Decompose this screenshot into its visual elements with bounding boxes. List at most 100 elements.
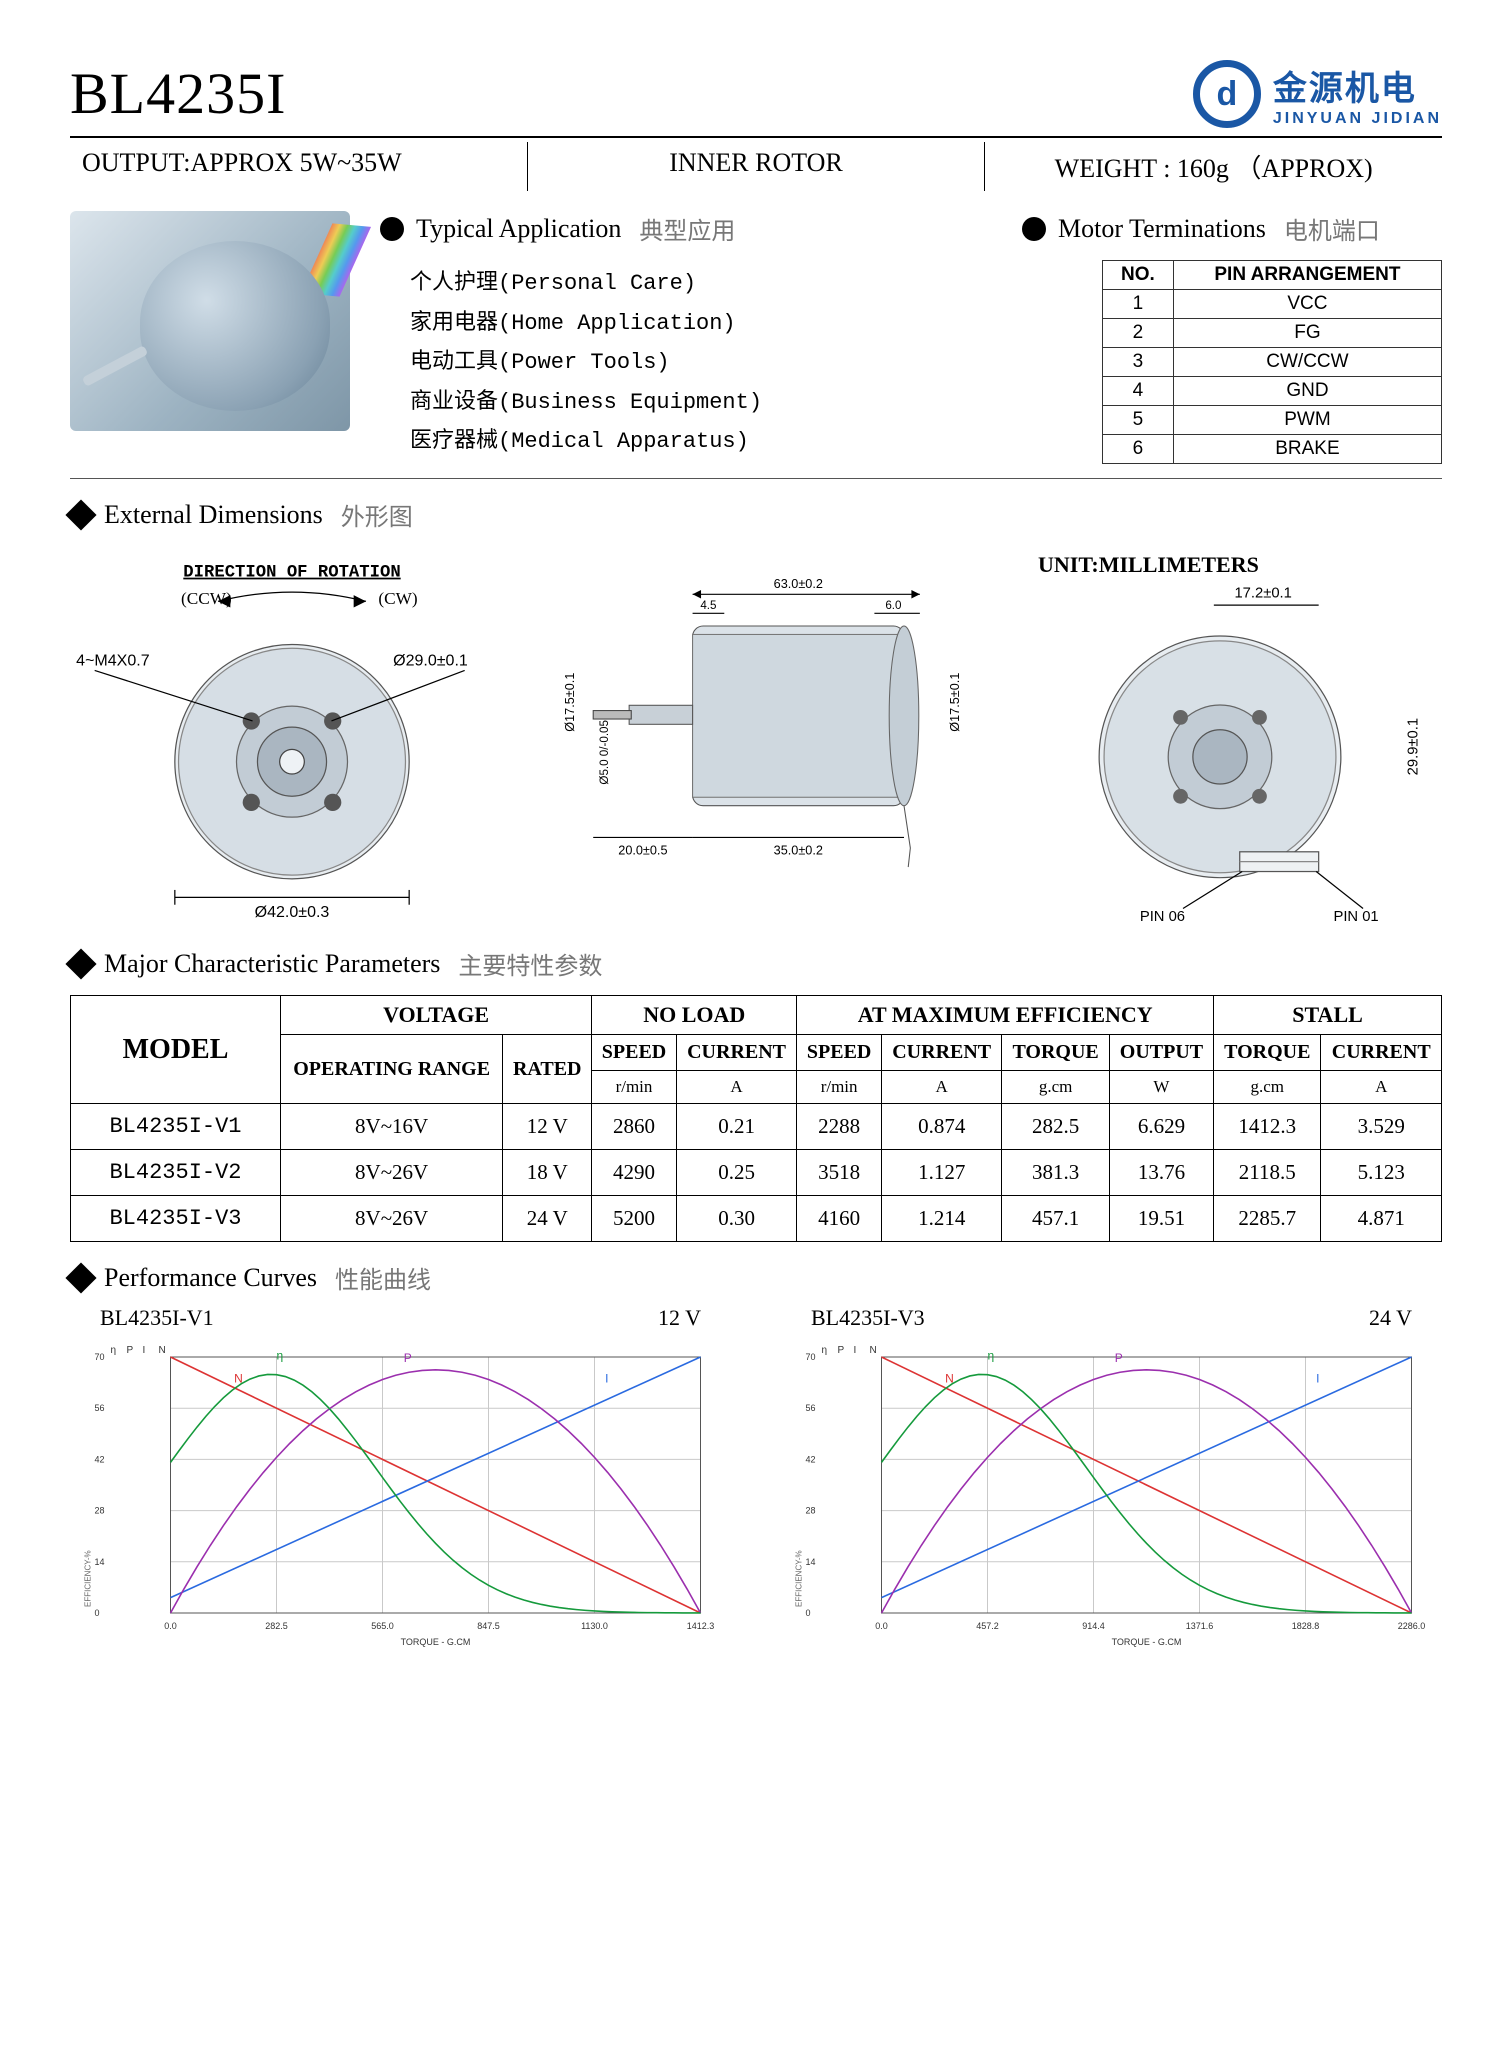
dim-front-svg: DIRECTION OF ROTATION (CCW) (CW) 4~M4X0.… — [70, 552, 514, 922]
term-cn: 电机端口 — [1284, 211, 1380, 246]
svg-text:PIN 06: PIN 06 — [1140, 909, 1185, 923]
svg-text:4~M4X0.7: 4~M4X0.7 — [76, 651, 150, 669]
th: CURRENT — [1321, 1035, 1442, 1071]
svg-text:η: η — [822, 1345, 828, 1356]
cell: 5200 — [592, 1196, 677, 1242]
svg-text:TORQUE - G.CM: TORQUE - G.CM — [1112, 1637, 1182, 1647]
dim-rear-svg: 17.2±0.1 29.9±0.1 PIN 06 PIN 01 — [998, 578, 1442, 923]
terminations-heading: Motor Terminations 电机端口 — [1022, 211, 1442, 246]
curve-model: BL4235I-V3 — [811, 1305, 925, 1331]
dim-side-svg: Ø17.5±0.1 Ø17.5±0.1 63.0±0.2 4.5 6.0 Ø5.… — [534, 552, 978, 869]
cell: 4 — [1103, 377, 1174, 406]
model-cell: BL4235I-V3 — [71, 1196, 281, 1242]
svg-text:914.4: 914.4 — [1082, 1621, 1105, 1631]
app-item: 个人护理(Personal Care) — [410, 264, 992, 304]
svg-text:Ø29.0±0.1: Ø29.0±0.1 — [393, 651, 468, 669]
unit: A — [1321, 1071, 1442, 1104]
svg-text:I: I — [605, 1372, 608, 1386]
svg-text:42: 42 — [806, 1455, 816, 1465]
cell: 4290 — [592, 1150, 677, 1196]
table-row: 1VCC — [1103, 290, 1442, 319]
app-item: 电动工具(Power Tools) — [410, 343, 992, 383]
bullet-icon — [380, 217, 404, 241]
table-row: 6BRAKE — [1103, 435, 1442, 464]
svg-text:I: I — [854, 1345, 857, 1356]
meta-weight: WEIGHT : 160g （APPROX) — [985, 142, 1442, 191]
meta-output: OUTPUT:APPROX 5W~35W — [70, 142, 528, 191]
table-row: 3CW/CCW — [1103, 348, 1442, 377]
svg-text:29.9±0.1: 29.9±0.1 — [1405, 718, 1421, 775]
svg-text:0: 0 — [806, 1608, 811, 1618]
performance-chart: 0.070282.556565.042847.5281130.0141412.3… — [70, 1337, 731, 1657]
unit: g.cm — [1214, 1071, 1321, 1104]
logo-icon: d — [1193, 60, 1261, 128]
svg-text:282.5: 282.5 — [265, 1621, 288, 1631]
params-cn: 主要特性参数 — [458, 946, 602, 981]
svg-text:EFFICIENCY-%: EFFICIENCY-% — [795, 1551, 804, 1608]
th: SPEED — [592, 1035, 677, 1071]
cell: 8V~26V — [281, 1196, 503, 1242]
cell: 1 — [1103, 290, 1174, 319]
svg-text:Ø17.5±0.1: Ø17.5±0.1 — [563, 673, 577, 732]
cell: 3518 — [797, 1150, 882, 1196]
cell: 8V~26V — [281, 1150, 503, 1196]
unit: r/min — [797, 1071, 882, 1104]
cell: 24 V — [503, 1196, 592, 1242]
cell: 6 — [1103, 435, 1174, 464]
params-en: Major Characteristic Parameters — [104, 949, 440, 979]
term-col-no: NO. — [1103, 261, 1174, 290]
cell: 3 — [1103, 348, 1174, 377]
cell: BRAKE — [1173, 435, 1441, 464]
svg-text:P: P — [1115, 1351, 1123, 1365]
svg-text:EFFICIENCY-%: EFFICIENCY-% — [84, 1551, 93, 1608]
cell: FG — [1173, 319, 1441, 348]
cell: GND — [1173, 377, 1441, 406]
svg-text:PIN 01: PIN 01 — [1333, 909, 1378, 923]
applications-list: 个人护理(Personal Care) 家用电器(Home Applicatio… — [410, 264, 992, 462]
cell: 282.5 — [1002, 1104, 1109, 1150]
th-voltage: VOLTAGE — [281, 996, 592, 1035]
cell: 3.529 — [1321, 1104, 1442, 1150]
curve-block: BL4235I-V112 V0.070282.556565.042847.528… — [70, 1305, 731, 1662]
applications-heading: Typical Application 典型应用 — [380, 211, 992, 246]
table-row: 4GND — [1103, 377, 1442, 406]
svg-text:Ø42.0±0.3: Ø42.0±0.3 — [255, 903, 330, 921]
table-row: BL4235I-V28V~26V18 V42900.2535181.127381… — [71, 1150, 1442, 1196]
svg-text:6.0: 6.0 — [885, 599, 901, 612]
th-noload: NO LOAD — [592, 996, 797, 1035]
diamond-icon — [65, 1262, 96, 1293]
th-maxeff: AT MAXIMUM EFFICIENCY — [797, 996, 1214, 1035]
svg-text:20.0±0.5: 20.0±0.5 — [618, 843, 667, 857]
divider — [70, 136, 1442, 138]
svg-text:Ø5.0 0/-0.05: Ø5.0 0/-0.05 — [598, 720, 611, 785]
table-row: BL4235I-V38V~26V24 V52000.3041601.214457… — [71, 1196, 1442, 1242]
svg-text:565.0: 565.0 — [371, 1621, 394, 1631]
cell: 381.3 — [1002, 1150, 1109, 1196]
cell: 1412.3 — [1214, 1104, 1321, 1150]
table-row: 5PWM — [1103, 406, 1442, 435]
cell: 5 — [1103, 406, 1174, 435]
unit: g.cm — [1002, 1071, 1109, 1104]
unit: A — [676, 1071, 796, 1104]
model-cell: BL4235I-V1 — [71, 1104, 281, 1150]
app-item: 医疗器械(Medical Apparatus) — [410, 422, 992, 462]
apps-en: Typical Application — [416, 214, 621, 244]
th-stall: STALL — [1214, 996, 1442, 1035]
svg-text:N: N — [159, 1345, 166, 1356]
cell: 5.123 — [1321, 1150, 1442, 1196]
svg-text:P: P — [404, 1351, 412, 1365]
cell: 1.214 — [881, 1196, 1001, 1242]
cell: 0.30 — [676, 1196, 796, 1242]
svg-text:4.5: 4.5 — [700, 599, 716, 612]
svg-text:DIRECTION OF ROTATION: DIRECTION OF ROTATION — [183, 564, 400, 583]
diamond-icon — [65, 948, 96, 979]
th: CURRENT — [676, 1035, 796, 1071]
svg-text:457.2: 457.2 — [976, 1621, 999, 1631]
unit: r/min — [592, 1071, 677, 1104]
cell: 19.51 — [1109, 1196, 1213, 1242]
curves-cn: 性能曲线 — [335, 1260, 431, 1295]
cell: CW/CCW — [1173, 348, 1441, 377]
svg-text:14: 14 — [806, 1557, 816, 1567]
svg-text:I: I — [143, 1345, 146, 1356]
th: OUTPUT — [1109, 1035, 1213, 1071]
